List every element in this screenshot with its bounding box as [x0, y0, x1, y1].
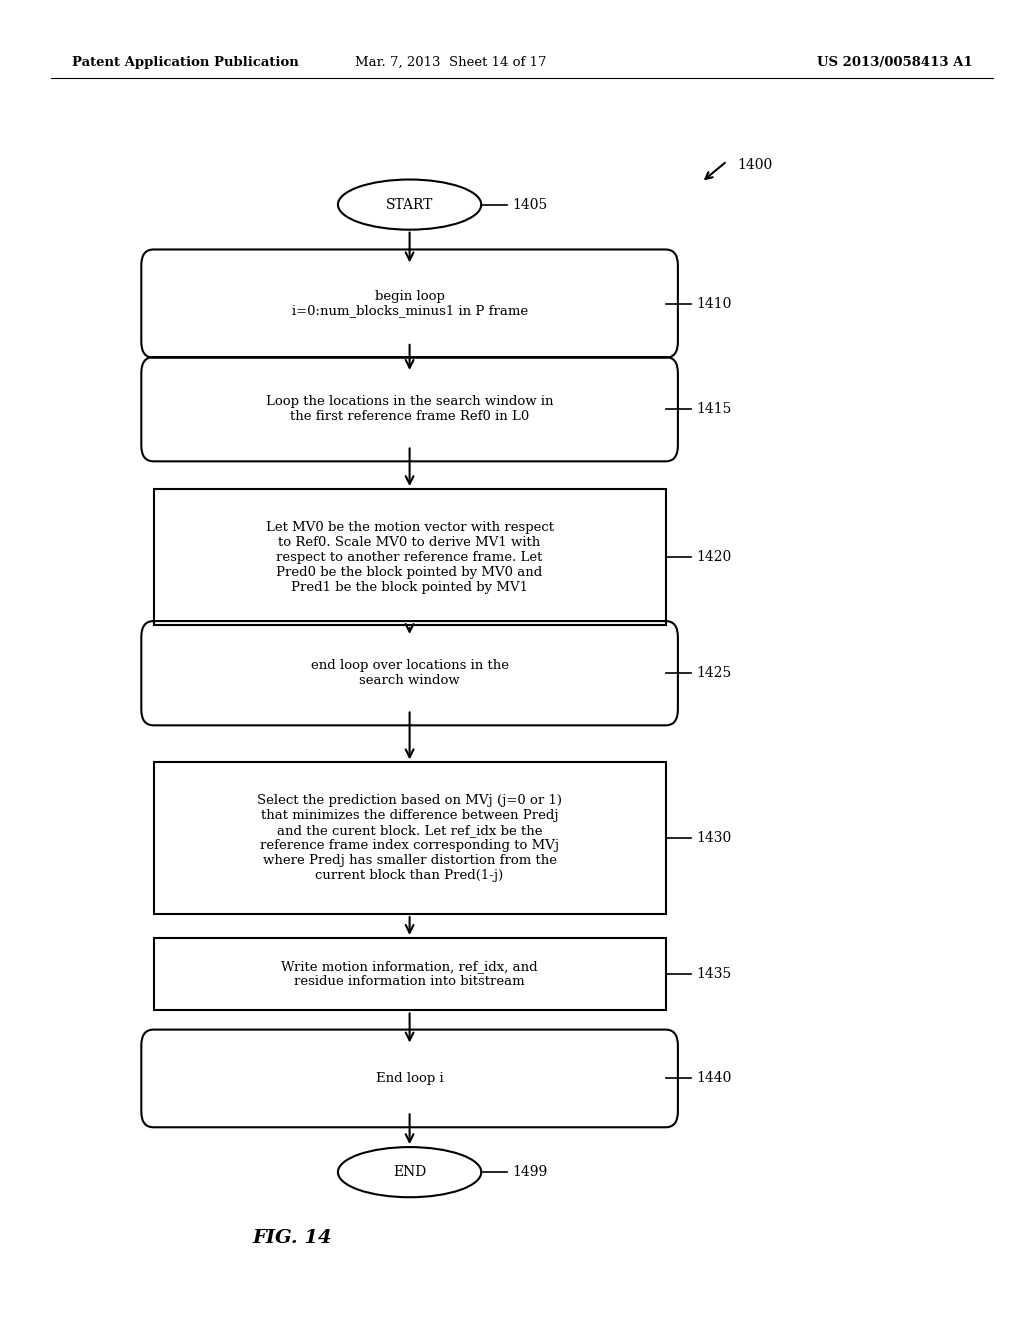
Text: 1405: 1405: [512, 198, 547, 211]
Text: End loop i: End loop i: [376, 1072, 443, 1085]
Text: Let MV0 be the motion vector with respect
to Ref0. Scale MV0 to derive MV1 with
: Let MV0 be the motion vector with respec…: [265, 520, 554, 594]
Text: 1440: 1440: [696, 1072, 732, 1085]
Text: Write motion information, ref_idx, and
residue information into bitstream: Write motion information, ref_idx, and r…: [282, 960, 538, 989]
Bar: [154, 937, 666, 1011]
Text: END: END: [393, 1166, 426, 1179]
Text: 1425: 1425: [696, 667, 731, 680]
Bar: [154, 763, 666, 913]
Text: 1435: 1435: [696, 968, 731, 981]
Bar: [154, 490, 666, 626]
Text: 1415: 1415: [696, 403, 732, 416]
Text: US 2013/0058413 A1: US 2013/0058413 A1: [817, 55, 973, 69]
Text: Select the prediction based on MVj (j=0 or 1)
that minimizes the difference betw: Select the prediction based on MVj (j=0 …: [257, 795, 562, 882]
Text: FIG. 14: FIG. 14: [252, 1229, 332, 1247]
Text: 1410: 1410: [696, 297, 732, 310]
Text: Loop the locations in the search window in
the first reference frame Ref0 in L0: Loop the locations in the search window …: [266, 395, 553, 424]
Text: 1499: 1499: [512, 1166, 547, 1179]
Text: 1420: 1420: [696, 550, 731, 564]
Text: 1430: 1430: [696, 832, 731, 845]
Text: Mar. 7, 2013  Sheet 14 of 17: Mar. 7, 2013 Sheet 14 of 17: [354, 55, 547, 69]
Text: 1400: 1400: [737, 158, 772, 172]
Text: end loop over locations in the
search window: end loop over locations in the search wi…: [310, 659, 509, 688]
Text: begin loop
i=0:num_blocks_minus1 in P frame: begin loop i=0:num_blocks_minus1 in P fr…: [292, 289, 527, 318]
Text: START: START: [386, 198, 433, 211]
Text: Patent Application Publication: Patent Application Publication: [72, 55, 298, 69]
